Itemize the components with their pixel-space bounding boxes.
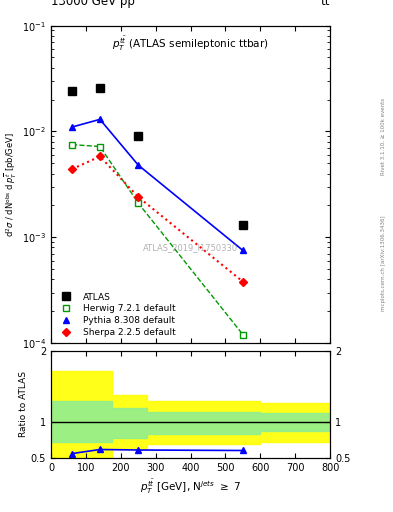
Text: tt̅: tt̅ <box>321 0 330 8</box>
Pythia 8.308 default <box>136 162 141 168</box>
Y-axis label: d$^2\sigma$ / dN$^{\rm obs}$ d$\,p_T^{\overline{t}}$ [pb/GeV]: d$^2\sigma$ / dN$^{\rm obs}$ d$\,p_T^{\o… <box>3 132 19 237</box>
ATLAS <box>97 84 102 91</box>
Text: ATLAS_2019_I1750330: ATLAS_2019_I1750330 <box>143 243 238 252</box>
Pythia 8.308 default <box>241 247 245 253</box>
Sherpa 2.2.5 default <box>241 279 245 285</box>
Text: mcplots.cern.ch [arXiv:1306.3436]: mcplots.cern.ch [arXiv:1306.3436] <box>381 216 386 311</box>
X-axis label: $p^{t\bar{t}}_{T}$ [GeV], N$^{jets}$ $\geq$ 7: $p^{t\bar{t}}_{T}$ [GeV], N$^{jets}$ $\g… <box>140 477 241 496</box>
Line: Sherpa 2.2.5 default: Sherpa 2.2.5 default <box>69 154 246 285</box>
Line: Pythia 8.308 default: Pythia 8.308 default <box>68 116 246 254</box>
Pythia 8.308 default <box>97 116 102 122</box>
Herwig 7.2.1 default <box>97 143 102 150</box>
Sherpa 2.2.5 default <box>97 154 102 160</box>
ATLAS <box>136 133 141 139</box>
Herwig 7.2.1 default <box>241 332 245 338</box>
Text: $p_T^{t\bar{t}}$ (ATLAS semileptonic ttbar): $p_T^{t\bar{t}}$ (ATLAS semileptonic ttb… <box>112 35 269 53</box>
Line: Herwig 7.2.1 default: Herwig 7.2.1 default <box>68 141 246 338</box>
Sherpa 2.2.5 default <box>70 166 74 172</box>
Line: ATLAS: ATLAS <box>68 83 247 229</box>
Pythia 8.308 default <box>70 124 74 130</box>
Text: Rivet 3.1.10, ≥ 100k events: Rivet 3.1.10, ≥ 100k events <box>381 98 386 175</box>
Text: 13000 GeV pp: 13000 GeV pp <box>51 0 135 8</box>
Y-axis label: Ratio to ATLAS: Ratio to ATLAS <box>19 372 28 437</box>
ATLAS <box>70 88 74 94</box>
Legend: ATLAS, Herwig 7.2.1 default, Pythia 8.308 default, Sherpa 2.2.5 default: ATLAS, Herwig 7.2.1 default, Pythia 8.30… <box>55 291 177 338</box>
Herwig 7.2.1 default <box>70 141 74 147</box>
ATLAS <box>241 222 245 228</box>
Herwig 7.2.1 default <box>136 200 141 206</box>
Sherpa 2.2.5 default <box>136 194 141 200</box>
